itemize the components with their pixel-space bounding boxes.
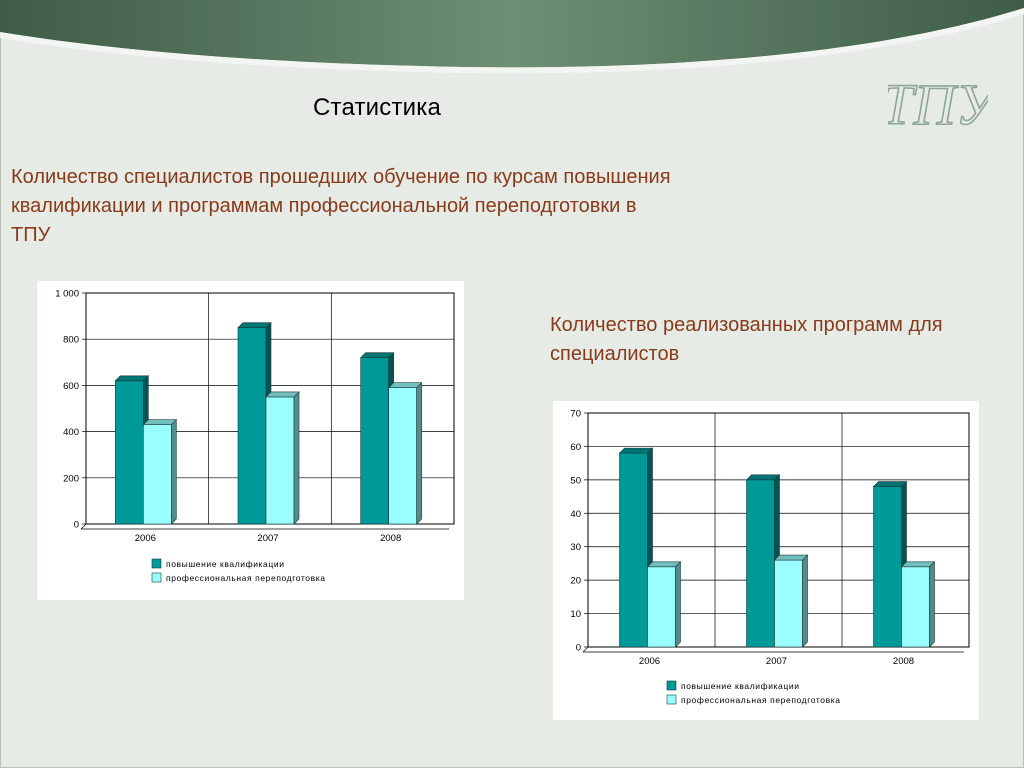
bar-front bbox=[873, 486, 902, 648]
bar-top bbox=[646, 561, 682, 568]
legend-label: повышение квалификации bbox=[166, 559, 285, 569]
bar-side bbox=[675, 561, 681, 648]
bar-top bbox=[773, 554, 809, 561]
legend-swatch bbox=[151, 558, 162, 569]
bar-side bbox=[416, 381, 422, 525]
bar-side bbox=[171, 418, 177, 525]
chart-1-svg: 0 200 400 600 800 1 000 2006 2007 2008 повышение … bbox=[55, 289, 455, 583]
chart-2-svg: 0 10 20 30 40 50 60 70 2006 2007 2008 повышение ква… bbox=[570, 409, 970, 705]
bar-front bbox=[115, 380, 144, 525]
bar-front bbox=[746, 479, 775, 648]
bar-top bbox=[387, 382, 423, 389]
bar-top bbox=[872, 481, 908, 487]
bar bbox=[773, 554, 809, 648]
bar-side bbox=[293, 391, 300, 525]
y-tick-label: 10 bbox=[570, 609, 581, 620]
x-tick-label: 2007 bbox=[257, 533, 278, 544]
y-tick-label: 600 bbox=[63, 381, 79, 392]
bar-front bbox=[901, 566, 930, 648]
x-tick-label: 2008 bbox=[893, 656, 914, 667]
legend-swatch bbox=[666, 680, 677, 691]
y-tick-label: 200 bbox=[63, 473, 79, 484]
bar bbox=[265, 391, 300, 525]
y-tick-label: 0 bbox=[74, 520, 79, 531]
y-tick-label: 1 000 bbox=[55, 289, 79, 300]
chart-1-heading: Количество специалистов прошедших обучен… bbox=[11, 166, 671, 246]
bar-front bbox=[265, 396, 295, 525]
bar-front bbox=[237, 327, 267, 525]
bar-top bbox=[745, 474, 781, 481]
bar-front bbox=[774, 559, 803, 648]
chart-2-heading: Количество реализованных программ для сп… bbox=[550, 314, 943, 365]
plot-floor-edge bbox=[80, 523, 87, 530]
y-tick-label: 800 bbox=[63, 335, 79, 346]
bar-front bbox=[143, 424, 172, 525]
bar-top bbox=[359, 352, 395, 358]
y-tick-label: 70 bbox=[570, 409, 581, 420]
bar-top bbox=[618, 447, 654, 454]
legend-swatch bbox=[151, 572, 162, 583]
bar bbox=[387, 381, 423, 525]
y-tick-label: 20 bbox=[570, 576, 581, 587]
bar-side bbox=[929, 561, 935, 648]
tpu-logo: ТПУ bbox=[888, 71, 988, 138]
x-tick-label: 2007 bbox=[766, 656, 787, 667]
bar-top bbox=[237, 322, 272, 328]
y-tick-label: 50 bbox=[570, 475, 581, 486]
bar-top bbox=[265, 391, 300, 398]
y-tick-label: 0 bbox=[576, 643, 581, 654]
bar-top bbox=[114, 375, 150, 382]
bar bbox=[646, 561, 682, 648]
legend-label: повышение квалификации bbox=[681, 681, 800, 691]
bar-front bbox=[388, 387, 417, 525]
x-tick-label: 2008 bbox=[380, 533, 401, 544]
bar bbox=[900, 561, 936, 648]
x-tick-label: 2006 bbox=[135, 533, 156, 544]
y-tick-label: 400 bbox=[63, 427, 79, 438]
bar-side bbox=[802, 554, 808, 648]
y-tick-label: 40 bbox=[570, 509, 581, 520]
plot-floor-edge bbox=[582, 646, 589, 653]
bar bbox=[237, 321, 272, 525]
legend-swatch bbox=[666, 694, 677, 705]
y-tick-label: 30 bbox=[570, 542, 581, 553]
tpu-logo-text: ТПУ bbox=[888, 72, 988, 137]
x-tick-label: 2006 bbox=[639, 656, 660, 667]
bar-top bbox=[142, 419, 178, 425]
bar-front bbox=[619, 452, 648, 648]
legend-label: профессиональная переподготовка bbox=[681, 695, 841, 705]
bar bbox=[142, 418, 178, 525]
bar-front bbox=[647, 566, 676, 648]
bar-top bbox=[900, 561, 936, 568]
chart-specialists-trained: 0 200 400 600 800 1 000 2006 2007 2008 повышение … bbox=[37, 281, 464, 600]
y-tick-label: 60 bbox=[570, 442, 581, 453]
bar-front bbox=[360, 357, 389, 525]
chart-programs-implemented: 0 10 20 30 40 50 60 70 2006 2007 2008 повышение ква… bbox=[553, 401, 979, 720]
header-band bbox=[0, 0, 1024, 74]
page-title: Статистика bbox=[313, 94, 442, 121]
legend-label: профессиональная переподготовка bbox=[166, 573, 326, 583]
